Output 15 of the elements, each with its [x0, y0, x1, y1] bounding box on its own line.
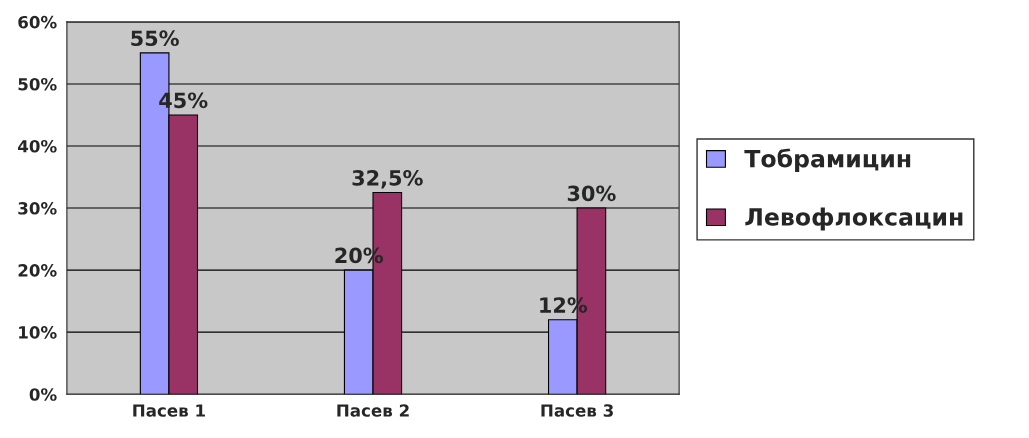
y-tick-label: 20% — [18, 264, 57, 277]
x-tick-label: Пасев 1 — [133, 404, 205, 417]
x-tick-label: Пасев 3 — [541, 404, 613, 417]
legend-label: Левофлоксацин — [745, 207, 963, 231]
y-tick-label: 30% — [18, 202, 57, 215]
y-tick-label: 0% — [29, 388, 57, 401]
y-tick-label: 10% — [19, 326, 57, 339]
y-tick-label: 40% — [18, 139, 57, 153]
data-label: 32,5% — [352, 169, 423, 189]
legend-label: Тобрамицин — [744, 148, 911, 173]
y-tick-label: 50% — [18, 77, 57, 91]
x-tick-label: Пасев 2 — [337, 404, 409, 417]
y-tick-label: 60% — [18, 15, 57, 29]
data-label: 30% — [567, 185, 616, 202]
data-label: 55% — [131, 30, 179, 47]
